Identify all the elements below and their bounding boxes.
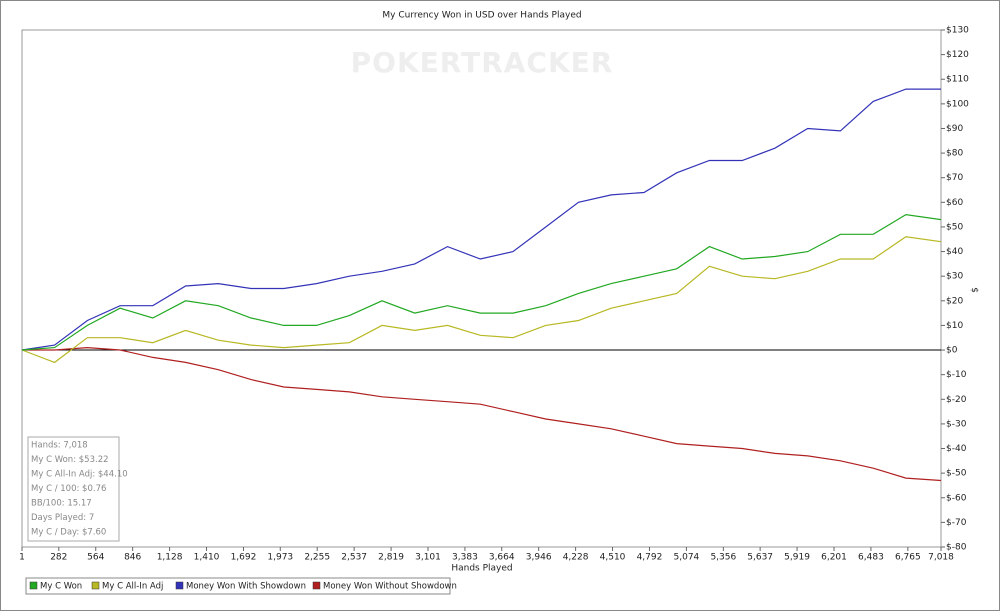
stats-line: My C All-In Adj: $44.10 — [31, 470, 128, 480]
legend-swatch — [312, 581, 321, 590]
legend-swatch — [29, 581, 38, 590]
stats-line: My C / Day: $7.60 — [31, 528, 106, 538]
y-tick-label: $130 — [946, 26, 969, 36]
x-tick-label: 3,946 — [526, 553, 552, 563]
x-tick-label: 6,201 — [821, 553, 847, 563]
x-tick-label: 2,255 — [304, 553, 330, 563]
x-tick-label: 1 — [19, 553, 25, 563]
x-tick-label: 5,919 — [784, 553, 810, 563]
x-tick-label: 2,819 — [378, 553, 404, 563]
legend-swatch — [91, 581, 100, 590]
watermark: POKERTRACKER — [351, 46, 614, 79]
y-tick-label: $30 — [946, 272, 963, 282]
x-tick-label: 1,973 — [267, 553, 293, 563]
plot-area — [21, 29, 942, 548]
y-tick-label: $70 — [946, 173, 963, 183]
y-tick-label: $10 — [946, 321, 963, 331]
y-tick-label: $110 — [946, 75, 969, 85]
stats-box — [27, 436, 120, 542]
x-tick-label: 1,128 — [157, 553, 183, 563]
x-tick-label: 1,410 — [194, 553, 220, 563]
legend-swatch — [175, 581, 184, 590]
y-tick-label: $80 — [946, 149, 963, 159]
stats-line: BB/100: 15.17 — [31, 499, 92, 509]
y-tick-label: $-70 — [946, 518, 967, 528]
legend-label: My C Won — [40, 582, 82, 592]
legend-label: Money Won Without Showdown — [323, 582, 457, 592]
x-tick-label: 3,383 — [452, 553, 478, 563]
legend — [25, 577, 451, 595]
y-tick-label: $20 — [946, 296, 963, 306]
x-tick-label: 5,356 — [710, 553, 736, 563]
stats-line: Days Played: 7 — [31, 513, 94, 523]
y-tick-label: $-30 — [946, 419, 967, 429]
x-tick-label: 3,664 — [489, 553, 515, 563]
y-tick-label: $90 — [946, 124, 963, 134]
x-tick-label: 564 — [87, 553, 104, 563]
y-tick-label: $60 — [946, 198, 963, 208]
x-tick-label: 2,537 — [341, 553, 367, 563]
x-tick-label: 846 — [124, 553, 141, 563]
y-tick-label: $-10 — [946, 370, 967, 380]
series-line — [21, 88, 941, 351]
x-tick-label: 1,692 — [231, 553, 257, 563]
y-tick-label: $40 — [946, 247, 963, 257]
y-tick-label: $-50 — [946, 469, 967, 479]
x-tick-label: 282 — [50, 553, 67, 563]
x-tick-label: 6,483 — [858, 553, 884, 563]
x-tick-label: 5,074 — [674, 553, 700, 563]
y-tick-label: $-20 — [946, 395, 967, 405]
x-tick-label: 4,792 — [637, 553, 663, 563]
series-line — [22, 346, 942, 482]
stats-line: My C / 100: $0.76 — [31, 484, 106, 494]
y-tick-label: $-80 — [946, 543, 967, 553]
x-tick-label: 5,637 — [747, 553, 773, 563]
x-tick-label: 4,510 — [600, 553, 626, 563]
y-tick-label: $0 — [946, 346, 958, 356]
stats-line: My C Won: $53.22 — [31, 455, 109, 465]
series-line — [21, 236, 942, 364]
x-axis-label: Hands Played — [451, 564, 512, 574]
y-tick-label: $100 — [946, 99, 969, 109]
series-line — [21, 213, 942, 351]
y-tick-label: $50 — [946, 222, 963, 232]
legend-label: Money Won With Showdown — [186, 582, 306, 592]
chart-title: My Currency Won in USD over Hands Played — [382, 11, 581, 21]
y-tick-label: $120 — [946, 50, 969, 60]
x-tick-label: 6,765 — [895, 553, 921, 563]
y-axis-label: $ — [971, 287, 981, 293]
x-tick-label: 7,018 — [928, 553, 954, 563]
y-tick-label: $-60 — [946, 493, 967, 503]
legend-label: My C All-In Adj — [102, 582, 163, 592]
x-tick-label: 4,228 — [563, 553, 589, 563]
stats-line: Hands: 7,018 — [31, 441, 88, 451]
y-tick-label: $-40 — [946, 444, 967, 454]
x-tick-label: 3,101 — [415, 553, 441, 563]
